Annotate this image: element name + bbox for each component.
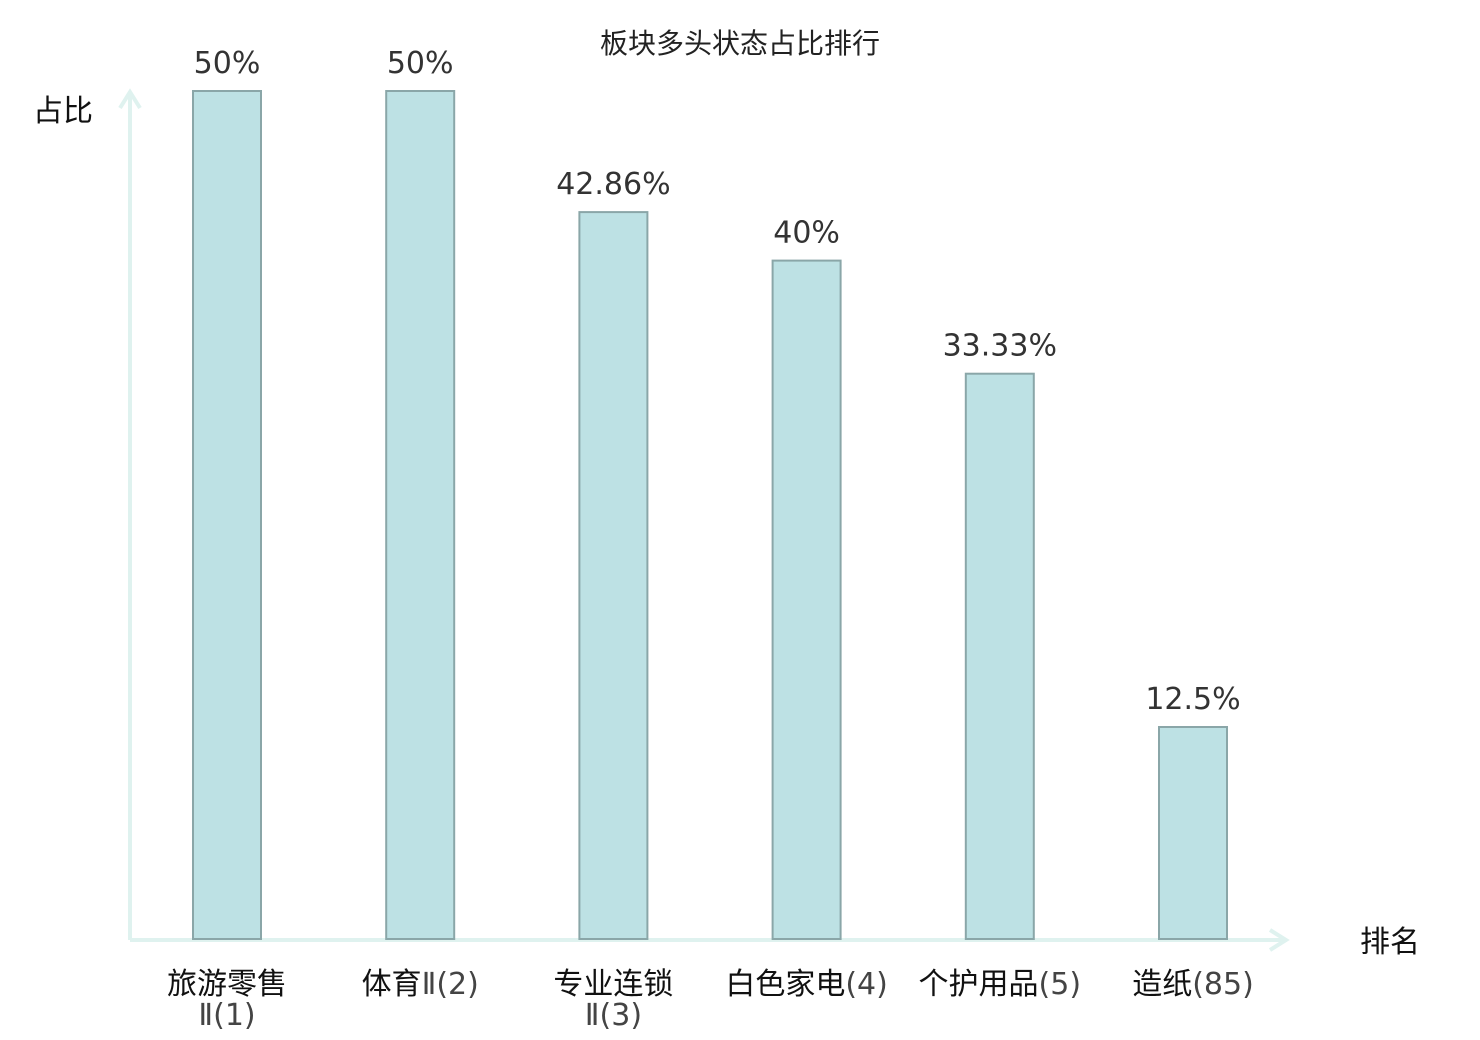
category-rank-label: Ⅱ(1) (198, 998, 255, 1033)
chart-title: 板块多头状态占比排行 (600, 27, 880, 60)
category-label: 白色家电(4) (725, 967, 888, 1002)
bars-group (192, 90, 1228, 941)
bar (578, 211, 649, 941)
bar (964, 372, 1035, 940)
bar (1158, 726, 1228, 940)
y-axis-title: 占比 (33, 94, 93, 129)
category-label: 体育Ⅱ(2) (362, 967, 479, 1002)
category-rank: (5) (1039, 967, 1082, 1002)
bar-value-label: 12.5% (1145, 682, 1240, 717)
x-axis-title: 排名 (1360, 925, 1420, 960)
category-rank: Ⅱ(2) (422, 967, 479, 1002)
axes (118, 88, 1290, 952)
bar-value-label: 50% (387, 46, 454, 81)
category-name: 造纸 (1132, 967, 1192, 1002)
category-label: 旅游零售 (167, 967, 287, 1002)
x-axis-arrow-icon (1268, 928, 1290, 952)
category-label: 专业连锁 (553, 967, 673, 1002)
bar-value-label: 50% (194, 46, 261, 81)
bar-value-label: 40% (773, 216, 840, 251)
category-rank: (4) (845, 967, 888, 1002)
bar (771, 259, 842, 941)
bar (385, 90, 456, 940)
category-label: 个护用品(5) (919, 967, 1082, 1002)
category-rank: (85) (1192, 967, 1254, 1002)
bar-value-label: 33.33% (943, 329, 1057, 364)
bar (192, 90, 262, 940)
category-rank-label: Ⅱ(3) (585, 998, 642, 1033)
category-name: 白色家电 (725, 967, 845, 1002)
category-label: 造纸(85) (1132, 967, 1254, 1002)
category-name: 体育 (362, 967, 422, 1002)
y-axis-arrow-icon (118, 88, 142, 110)
category-name: 个护用品 (919, 967, 1039, 1002)
bar-value-label: 42.86% (556, 167, 670, 202)
value-labels-group: 50% 50% 42.86% 40% 33.33% 12.5% (194, 46, 1241, 717)
